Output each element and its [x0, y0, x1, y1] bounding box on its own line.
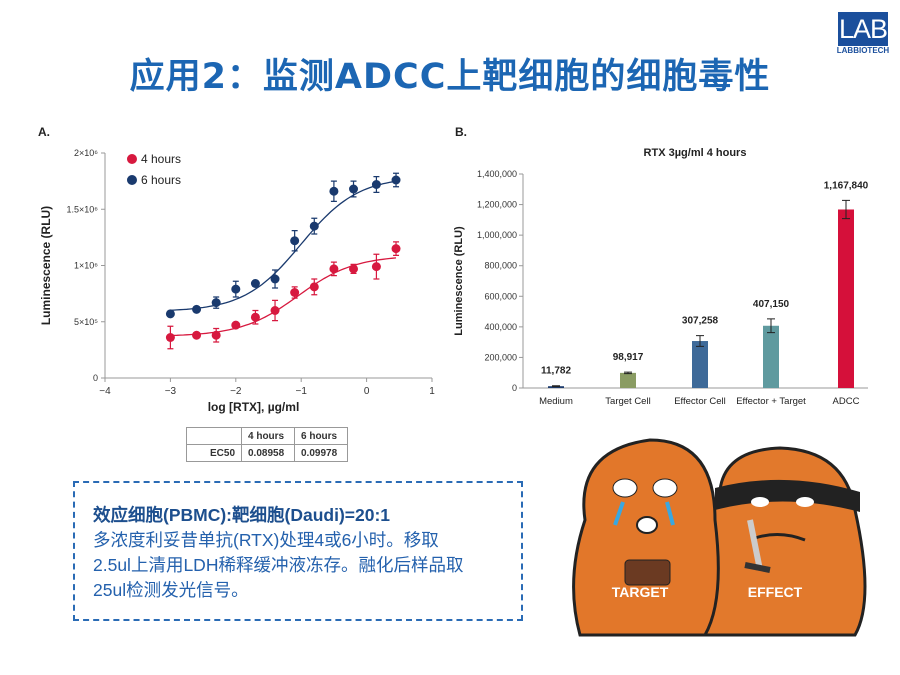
x-tick-label: −4	[99, 386, 111, 397]
panel-b-label: B.	[455, 125, 467, 139]
x-tick-label: Medium	[539, 396, 573, 407]
data-point	[349, 184, 359, 194]
legend-label: 6 hours	[141, 173, 181, 187]
data-point	[290, 288, 300, 297]
y-tick-label: 5×10⁵	[74, 317, 98, 327]
data-point	[250, 312, 260, 322]
legend-label: 4 hours	[141, 152, 181, 166]
data-label: 11,782	[541, 366, 571, 377]
data-point	[211, 298, 221, 308]
y-tick-label: 600,000	[484, 291, 517, 301]
effector-cell-character: EFFECT	[700, 446, 867, 637]
data-point	[371, 262, 381, 272]
table-row: EC50 0.08958 0.09978	[186, 444, 348, 462]
data-point	[309, 282, 319, 292]
y-tick-label: 1,200,000	[477, 200, 517, 210]
y-tick-label: 1.5×10⁶	[67, 204, 99, 214]
x-tick-label: 0	[364, 386, 370, 397]
data-point	[290, 236, 300, 246]
target-label: TARGET	[612, 584, 669, 600]
table-cell: 0.08958	[241, 444, 295, 462]
error-bar	[624, 371, 632, 375]
target-cell-character: TARGET	[572, 438, 720, 637]
x-tick-label: Effector Cell	[674, 396, 726, 407]
y-tick-label: 1,000,000	[477, 230, 517, 240]
effect-label: EFFECT	[748, 584, 803, 600]
method-line: 多浓度利妥昔单抗(RTX)处理4或6小时。移取	[93, 530, 439, 550]
data-point	[329, 186, 339, 196]
fit-curve-0	[170, 257, 397, 337]
y-tick-label: 2×10⁶	[74, 148, 98, 158]
table-header-row: 4 hours 6 hours	[186, 427, 348, 445]
y-tick-label: 1,400,000	[477, 169, 517, 179]
data-point	[231, 320, 241, 330]
method-ratio: 效应细胞(PBMC):靶细胞(Daudi)=20:1	[93, 505, 391, 525]
data-point	[309, 221, 319, 231]
panel-a-label: A.	[38, 125, 50, 139]
bar	[620, 372, 636, 388]
table-cell: EC50	[186, 444, 242, 462]
x-tick-label: −3	[165, 386, 177, 397]
error-bar	[696, 335, 704, 347]
logo: LAB	[838, 12, 888, 46]
table-header	[186, 427, 242, 445]
x-axis-label: log [RTX], µg/ml	[208, 400, 300, 414]
data-point	[391, 175, 401, 185]
x-tick-label: 1	[429, 386, 435, 397]
data-point	[192, 304, 202, 314]
y-tick-label: 0	[93, 373, 98, 383]
legend-marker	[127, 154, 137, 164]
table-header: 4 hours	[241, 427, 295, 445]
y-tick-label: 800,000	[484, 261, 517, 271]
y-axis-label: Luminescence (RLU)	[39, 206, 53, 325]
ec50-table: 4 hours 6 hours EC50 0.08958 0.09978	[186, 427, 348, 462]
y-axis-label: Luminescence (RLU)	[453, 226, 465, 336]
x-tick-label: Effector + Target	[736, 396, 806, 407]
x-tick-label: Target Cell	[605, 396, 650, 407]
legend-marker	[127, 175, 137, 185]
error-bar	[842, 199, 850, 220]
bar	[692, 341, 708, 388]
chart-title: RTX 3µg/ml 4 hours	[644, 147, 747, 159]
x-tick-label: −1	[295, 386, 307, 397]
cartoon-illustration: EFFECT TARGET	[572, 438, 867, 637]
data-point	[231, 284, 241, 294]
data-point	[165, 309, 175, 319]
table-header: 6 hours	[294, 427, 348, 445]
data-label: 407,150	[753, 299, 790, 310]
fit-curve-1	[170, 180, 397, 311]
x-tick-label: ADCC	[833, 396, 860, 407]
bar	[838, 209, 854, 388]
data-point	[270, 274, 280, 284]
data-point	[371, 180, 381, 189]
data-point	[165, 333, 175, 342]
y-tick-label: 0	[512, 383, 517, 393]
data-point	[349, 264, 359, 274]
error-bar	[767, 318, 775, 334]
data-point	[329, 264, 339, 274]
data-point	[270, 306, 280, 315]
data-point	[391, 244, 401, 254]
dose-response-chart: −4 −3 −2 −1 0 1 0 5×10⁵ 1×10⁶ 1.5×10⁶ 2×10⁶ log [RT…	[39, 148, 435, 414]
logo-subtitle: LABBIOTECH	[836, 46, 890, 55]
method-line: 25ul检测发光信号。	[93, 580, 249, 600]
y-tick-label: 200,000	[484, 352, 517, 362]
bar-chart: RTX 3µg/ml 4 hours 0 200,000 400,000 600,000…	[453, 147, 869, 407]
data-label: 307,258	[682, 316, 719, 327]
table-cell: 0.09978	[294, 444, 348, 462]
data-label: 98,917	[613, 352, 644, 363]
data-label: 1,167,840	[824, 180, 869, 191]
bar	[763, 325, 779, 388]
error-bar	[552, 385, 560, 388]
x-tick-label: −2	[230, 386, 242, 397]
data-point	[250, 279, 260, 288]
data-point	[211, 330, 221, 340]
y-tick-label: 400,000	[484, 322, 517, 332]
method-textbox: 效应细胞(PBMC):靶细胞(Daudi)=20:1 多浓度利妥昔单抗(RTX)…	[73, 481, 523, 621]
data-point	[192, 330, 202, 340]
method-line: 2.5ul上清用LDH稀释缓冲液冻存。融化后样品取	[93, 555, 464, 575]
y-tick-label: 1×10⁶	[74, 261, 98, 271]
slide-title: 应用2：监测ADCC上靶细胞的细胞毒性	[129, 57, 771, 97]
